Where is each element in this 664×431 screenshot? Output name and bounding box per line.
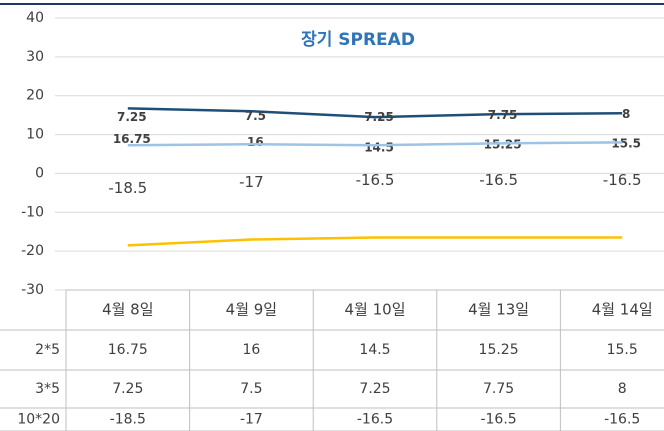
table-cell: 14.5 — [359, 342, 390, 358]
data-label: 16 — [247, 135, 264, 149]
data-label: 7.25 — [364, 110, 394, 124]
data-label: 16.75 — [113, 132, 151, 146]
data-label: -16.5 — [356, 171, 395, 189]
table-cell: 16.75 — [108, 342, 148, 358]
y-tick-label: -30 — [21, 282, 44, 298]
x-tick-label: 4월 9일 — [226, 301, 277, 319]
y-tick-label: -10 — [21, 204, 44, 220]
y-tick-label: 0 — [35, 165, 44, 181]
table-cell: 15.5 — [607, 342, 638, 358]
table-cell: 8 — [618, 381, 627, 397]
x-tick-label: 4월 10일 — [345, 301, 406, 319]
table-row-label: 3*5 — [35, 381, 60, 397]
data-label: -18.5 — [108, 179, 147, 197]
table-cell: -16.5 — [604, 412, 640, 428]
chart-title: 장기 SPREAD — [301, 30, 415, 50]
table-cell: -17 — [240, 412, 263, 428]
data-label: -16.5 — [479, 171, 518, 189]
y-tick-label: 40 — [26, 10, 44, 26]
table-cell: 15.25 — [479, 342, 519, 358]
table-cell: 7.25 — [359, 381, 390, 397]
y-tick-label: -20 — [21, 243, 44, 259]
data-label: 7.75 — [488, 108, 518, 122]
data-label: 15.5 — [611, 137, 641, 151]
x-tick-label: 4월 13일 — [468, 301, 529, 319]
table-row-label: 10*20 — [17, 412, 60, 428]
table-cell: 7.25 — [112, 381, 143, 397]
x-tick-label: 4월 14일 — [592, 301, 653, 319]
table-row-label: 2*5 — [35, 342, 60, 358]
series-line — [127, 107, 623, 119]
data-label: 8 — [622, 107, 630, 121]
data-label: -16.5 — [603, 171, 642, 189]
data-label: 7.5 — [245, 109, 266, 123]
data-label: 7.25 — [117, 110, 147, 124]
table-cell: 16 — [242, 342, 260, 358]
table-cell: 7.5 — [240, 381, 262, 397]
data-label: 15.25 — [484, 138, 522, 152]
y-tick-label: 20 — [26, 88, 44, 104]
y-tick-label: 30 — [26, 49, 44, 65]
x-tick-label: 4월 8일 — [102, 301, 153, 319]
y-tick-label: 10 — [26, 127, 44, 143]
table-cell: -16.5 — [357, 412, 393, 428]
series-line — [127, 141, 623, 147]
table-cell: -16.5 — [480, 412, 516, 428]
table-cell: 7.75 — [483, 381, 514, 397]
data-label: -17 — [239, 173, 264, 191]
table-cell: -18.5 — [110, 412, 146, 428]
series-line — [127, 236, 623, 247]
data-label: 14.5 — [364, 141, 394, 155]
